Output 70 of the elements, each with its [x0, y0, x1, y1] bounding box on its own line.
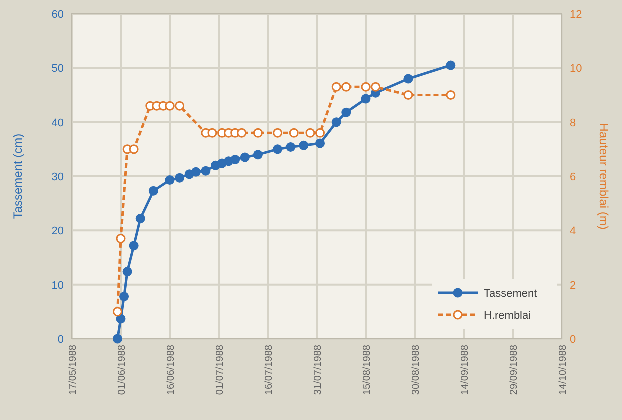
x-tick-label: 14/10/1988 [558, 344, 569, 396]
x-tick-label: 17/05/1988 [68, 344, 79, 396]
y2-tick-label: 8 [570, 117, 576, 130]
y2-tick-label: 6 [570, 172, 576, 184]
point [165, 101, 175, 111]
point [122, 267, 132, 277]
point [361, 82, 371, 92]
point [240, 152, 250, 162]
y-tick-label: 50 [52, 63, 64, 76]
x-tick-label: 01/06/1988 [117, 344, 128, 396]
point [237, 128, 247, 138]
point [191, 167, 201, 177]
point [446, 60, 456, 70]
point [129, 241, 139, 251]
y-tick-label: 0 [58, 334, 64, 346]
point [208, 128, 218, 138]
y2-tick-label: 2 [570, 280, 576, 292]
x-tick-label: 15/08/1988 [362, 344, 373, 396]
y2-tick-label: 10 [570, 63, 582, 76]
point [371, 82, 381, 92]
legend-label: Tassement [484, 288, 538, 300]
point [175, 173, 185, 183]
point [175, 101, 185, 111]
x-tick-label: 01/07/1988 [215, 344, 226, 396]
y-tick-label: 10 [52, 280, 64, 292]
y2-tick-label: 0 [570, 334, 576, 346]
point [230, 154, 240, 164]
y-tick-label: 40 [52, 117, 64, 130]
y-tick-label: 20 [52, 226, 64, 238]
x-tick-label: 31/07/1988 [313, 344, 324, 396]
y2-tick-label: 4 [570, 226, 576, 238]
point [446, 90, 456, 100]
point [273, 144, 283, 154]
y-axis-title: Tassement (cm) [11, 134, 25, 220]
point [201, 166, 211, 176]
point [342, 82, 352, 92]
y-tick-label: 60 [52, 9, 64, 21]
point [286, 142, 296, 152]
point [316, 138, 326, 148]
point [342, 108, 352, 118]
x-tick-label: 16/07/1988 [264, 344, 275, 396]
point [273, 128, 283, 138]
point [299, 140, 309, 150]
y2-axis-title: Hauteur remblai (m) [597, 123, 611, 230]
point [148, 186, 158, 196]
point [120, 292, 130, 302]
x-tick-label: 16/06/1988 [166, 344, 177, 396]
y2-tick-label: 12 [570, 9, 582, 21]
point [253, 150, 263, 160]
point [316, 128, 326, 138]
point [136, 214, 146, 224]
point [116, 314, 126, 324]
point [306, 128, 316, 138]
point [112, 307, 122, 317]
point [253, 128, 263, 138]
point [361, 94, 371, 104]
y-tick-label: 30 [52, 172, 64, 184]
x-tick-label: 30/08/1988 [411, 344, 422, 396]
x-tick-label: 29/09/1988 [509, 344, 520, 396]
point [116, 234, 126, 244]
point [165, 176, 175, 186]
point [404, 90, 414, 100]
point [112, 334, 122, 344]
x-tick-label: 14/09/1988 [460, 344, 471, 396]
point [332, 82, 342, 92]
point [332, 118, 342, 128]
point [129, 144, 139, 154]
legend-label: H.remblai [484, 310, 532, 322]
point [289, 128, 299, 138]
point [404, 74, 414, 84]
